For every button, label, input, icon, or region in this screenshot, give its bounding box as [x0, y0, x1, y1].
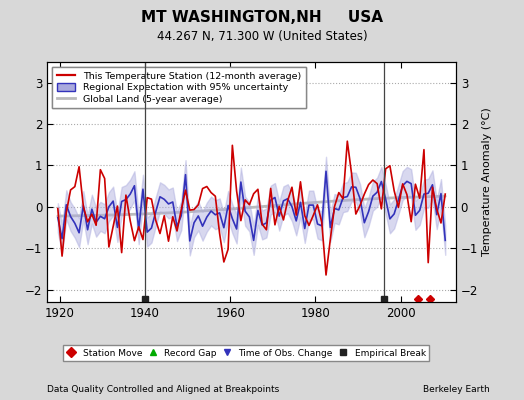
Legend: This Temperature Station (12-month average), Regional Expectation with 95% uncer: This Temperature Station (12-month avera… [52, 67, 306, 108]
Text: Data Quality Controlled and Aligned at Breakpoints: Data Quality Controlled and Aligned at B… [47, 385, 279, 394]
Text: Berkeley Earth: Berkeley Earth [423, 385, 490, 394]
Text: 44.267 N, 71.300 W (United States): 44.267 N, 71.300 W (United States) [157, 30, 367, 43]
Legend: Station Move, Record Gap, Time of Obs. Change, Empirical Break: Station Move, Record Gap, Time of Obs. C… [63, 345, 429, 362]
Text: MT WASHINGTON,NH     USA: MT WASHINGTON,NH USA [141, 10, 383, 25]
Y-axis label: Temperature Anomaly (°C): Temperature Anomaly (°C) [482, 108, 492, 256]
